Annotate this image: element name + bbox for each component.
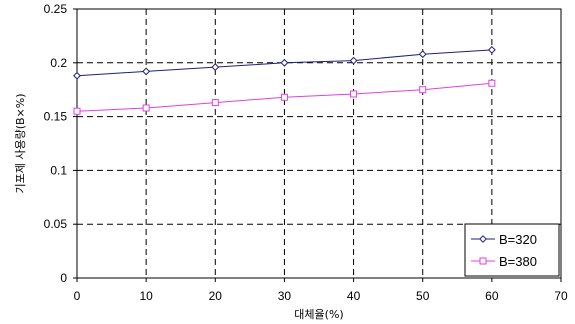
plot-area-frame [76, 8, 562, 279]
y-tick-label: 0.25 [44, 2, 68, 16]
x-tick-label: 10 [139, 289, 153, 303]
x-tick-label: 70 [554, 289, 568, 303]
data-point [349, 56, 358, 65]
x-tick-label: 40 [347, 289, 361, 303]
legend-label: B=380 [499, 254, 537, 269]
data-point [487, 45, 496, 54]
legend-marker [479, 235, 487, 243]
data-point [211, 99, 219, 107]
legend-box [464, 223, 560, 277]
data-point [142, 67, 151, 76]
legend: B=320 B=380 [464, 223, 560, 277]
data-point [280, 93, 288, 101]
x-tick-label: 20 [209, 289, 223, 303]
x-tick-label: 30 [278, 289, 292, 303]
data-point [73, 71, 81, 80]
y-axis-ticks: 0 0.05 0.1 0.15 0.2 0.25 [44, 2, 77, 285]
x-tick-label: 0 [74, 289, 81, 303]
data-point [419, 86, 427, 94]
x-axis-title: 대체율(%) [294, 308, 343, 321]
data-point [280, 58, 289, 67]
data-point [73, 107, 81, 115]
x-axis-ticks: 0 10 20 30 40 50 60 70 [74, 278, 568, 303]
x-tick-label: 50 [416, 289, 430, 303]
y-tick-label: 0.1 [50, 163, 67, 177]
legend-label: B=320 [499, 232, 537, 247]
y-axis-title: 기포제 사용량(B×%) [14, 93, 27, 193]
y-tick-label: 0.15 [44, 110, 68, 124]
data-point [418, 50, 427, 59]
legend-item: B=320 [471, 232, 537, 247]
y-tick-label: 0.05 [44, 217, 68, 231]
legend-item: B=380 [471, 254, 537, 269]
y-tick-label: 0.2 [50, 56, 67, 70]
data-point [142, 104, 150, 112]
data-point [488, 79, 496, 87]
series-layer [73, 45, 496, 115]
data-point [350, 90, 358, 98]
legend-marker [479, 257, 487, 265]
x-tick-label: 60 [485, 289, 499, 303]
y-tick-label: 0 [60, 271, 67, 285]
data-point [211, 63, 220, 72]
series-b-320 [73, 45, 496, 80]
series-b-380 [73, 79, 496, 115]
